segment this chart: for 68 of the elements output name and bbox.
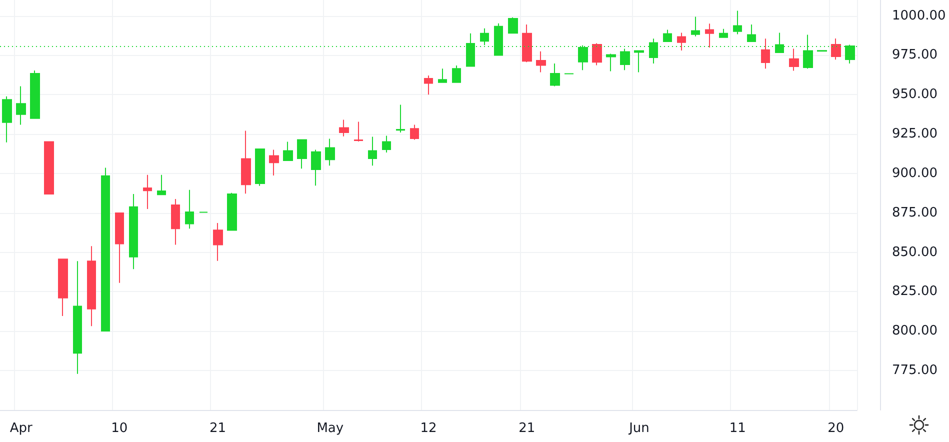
x-tick-label: 12 (420, 421, 437, 436)
candlestick (311, 149, 321, 186)
candlestick (227, 192, 237, 231)
candlestick (410, 124, 419, 140)
candlestick (452, 64, 461, 83)
candlestick (255, 148, 265, 186)
x-tick-label: 11 (729, 421, 746, 436)
candlestick (354, 121, 363, 142)
y-tick-label: 975.00 (892, 48, 938, 63)
candlestick (157, 174, 166, 196)
y-tick-label: 925.00 (892, 126, 938, 142)
candlestick (2, 96, 12, 143)
x-tick-label: 10 (111, 421, 128, 436)
candlestick (171, 198, 180, 246)
x-tick-label: May (316, 421, 344, 436)
candlestick (761, 38, 770, 70)
y-tick-label: 850.00 (892, 244, 938, 260)
candlestick (325, 138, 335, 166)
candlestick (536, 50, 546, 73)
candlestick (129, 193, 138, 270)
candlestick (185, 189, 194, 230)
y-tick-label: 800.00 (892, 324, 938, 339)
candlestick (269, 149, 279, 176)
y-tick-label: 950.00 (892, 87, 938, 102)
candlestick (789, 48, 799, 72)
x-tick-label: 20 (828, 421, 844, 436)
x-tick-label: Apr (10, 421, 33, 436)
candlestick (283, 141, 293, 162)
candlestick (396, 104, 405, 133)
candlestick (213, 222, 223, 262)
candlestick (16, 86, 26, 126)
y-tick-label: 875.00 (892, 205, 938, 220)
candlestick (241, 130, 251, 194)
x-tick-label: 21 (209, 421, 226, 436)
candlestick (73, 260, 82, 374)
candlestick (663, 29, 672, 42)
candlestick (58, 258, 68, 317)
candlestick (634, 50, 644, 73)
candlestick (705, 23, 714, 48)
candlestick (339, 119, 349, 137)
candlestick (691, 16, 700, 37)
candlestick (550, 63, 560, 87)
candlestick (143, 174, 152, 210)
candlestick (733, 10, 742, 35)
candlestick (115, 212, 124, 284)
x-tick-label: 21 (518, 421, 536, 436)
candlestick (508, 16, 518, 34)
candlestick (297, 139, 307, 170)
candlestick (382, 135, 391, 153)
candlestick (101, 167, 110, 332)
candlestick (747, 24, 756, 42)
candlestick (438, 68, 447, 83)
y-tick-label: 1000.00 (892, 8, 946, 24)
candlestick (87, 246, 96, 327)
candlestick (44, 141, 54, 194)
y-tick-label: 825.00 (892, 284, 938, 300)
candlestick (424, 75, 433, 96)
candlestick (592, 42, 602, 66)
x-tick-label: Jun (628, 421, 650, 436)
candlestick (677, 32, 686, 51)
candlestick (719, 28, 728, 38)
y-tick-label: 775.00 (892, 363, 938, 378)
candlestick (30, 70, 40, 119)
candlestick (831, 38, 841, 60)
candlestick (368, 136, 377, 166)
candlestick (522, 24, 532, 63)
y-tick-label: 900.00 (892, 166, 938, 181)
candlestick (606, 53, 616, 72)
